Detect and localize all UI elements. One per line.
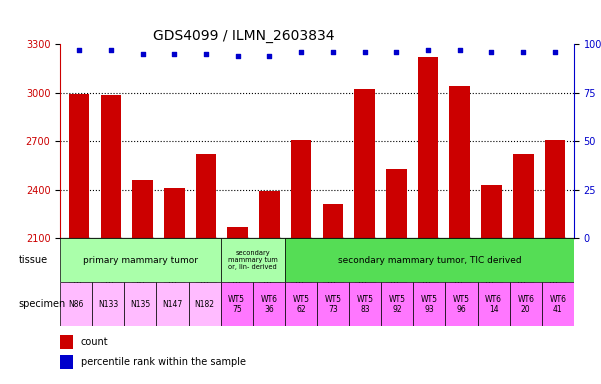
Bar	[386, 169, 407, 384]
Bar	[317, 282, 349, 326]
Text: WT5
75: WT5 75	[228, 295, 245, 314]
FancyBboxPatch shape	[285, 238, 574, 282]
Bar	[196, 154, 216, 384]
Text: percentile rank within the sample: percentile rank within the sample	[81, 357, 246, 367]
Bar	[60, 355, 73, 369]
Bar	[156, 282, 189, 326]
Text: WT6
14: WT6 14	[485, 295, 502, 314]
Bar	[227, 227, 248, 384]
Bar	[100, 95, 121, 384]
Point	[328, 49, 338, 55]
Bar	[355, 89, 375, 384]
Bar	[189, 282, 221, 326]
FancyBboxPatch shape	[60, 238, 221, 282]
Text: WT5
73: WT5 73	[325, 295, 341, 314]
Bar	[291, 139, 311, 384]
Bar	[381, 282, 413, 326]
Point	[169, 51, 179, 57]
Bar	[60, 282, 92, 326]
Bar	[510, 282, 542, 326]
Bar	[349, 282, 381, 326]
Text: count: count	[81, 337, 108, 347]
Bar	[450, 86, 470, 384]
Text: WT5
92: WT5 92	[389, 295, 406, 314]
Text: secondary
mammary tum
or, lin- derived: secondary mammary tum or, lin- derived	[228, 250, 278, 270]
Bar	[221, 282, 253, 326]
Point	[106, 47, 115, 53]
Text: WT5
96: WT5 96	[453, 295, 470, 314]
Point	[519, 49, 528, 55]
Text: WT5
62: WT5 62	[293, 295, 310, 314]
Bar	[259, 191, 279, 384]
Text: WT5
93: WT5 93	[421, 295, 438, 314]
Point	[423, 47, 433, 53]
Text: N86: N86	[69, 300, 84, 309]
Text: N147: N147	[162, 300, 183, 309]
Point	[296, 49, 306, 55]
Bar	[323, 204, 343, 384]
Text: GDS4099 / ILMN_2603834: GDS4099 / ILMN_2603834	[153, 29, 334, 43]
Point	[550, 49, 560, 55]
Point	[487, 49, 496, 55]
Bar	[481, 185, 502, 384]
Text: WT6
20: WT6 20	[517, 295, 534, 314]
Bar	[92, 282, 124, 326]
Bar	[542, 282, 574, 326]
Point	[455, 47, 465, 53]
Text: WT5
83: WT5 83	[357, 295, 374, 314]
Text: primary mammary tumor: primary mammary tumor	[83, 256, 198, 265]
Bar	[418, 57, 438, 384]
Bar	[124, 282, 156, 326]
Text: N135: N135	[130, 300, 150, 309]
Point	[264, 53, 274, 59]
Text: WT6
36: WT6 36	[260, 295, 277, 314]
Bar	[513, 154, 534, 384]
Text: tissue: tissue	[19, 255, 47, 265]
Point	[233, 53, 243, 59]
Bar	[253, 282, 285, 326]
Point	[360, 49, 370, 55]
Bar	[545, 139, 565, 384]
FancyBboxPatch shape	[221, 238, 285, 282]
Text: secondary mammary tumor, TIC derived: secondary mammary tumor, TIC derived	[338, 256, 521, 265]
Bar	[132, 180, 153, 384]
Text: N133: N133	[98, 300, 118, 309]
Bar	[164, 188, 185, 384]
Bar	[69, 94, 90, 384]
Bar	[285, 282, 317, 326]
Text: N182: N182	[195, 300, 215, 309]
Point	[201, 51, 211, 57]
Bar	[445, 282, 478, 326]
Bar	[60, 335, 73, 349]
Text: specimen: specimen	[19, 299, 66, 310]
Point	[138, 51, 147, 57]
Bar	[478, 282, 510, 326]
Point	[75, 47, 84, 53]
Point	[391, 49, 401, 55]
Bar	[413, 282, 445, 326]
Text: WT6
41: WT6 41	[549, 295, 566, 314]
